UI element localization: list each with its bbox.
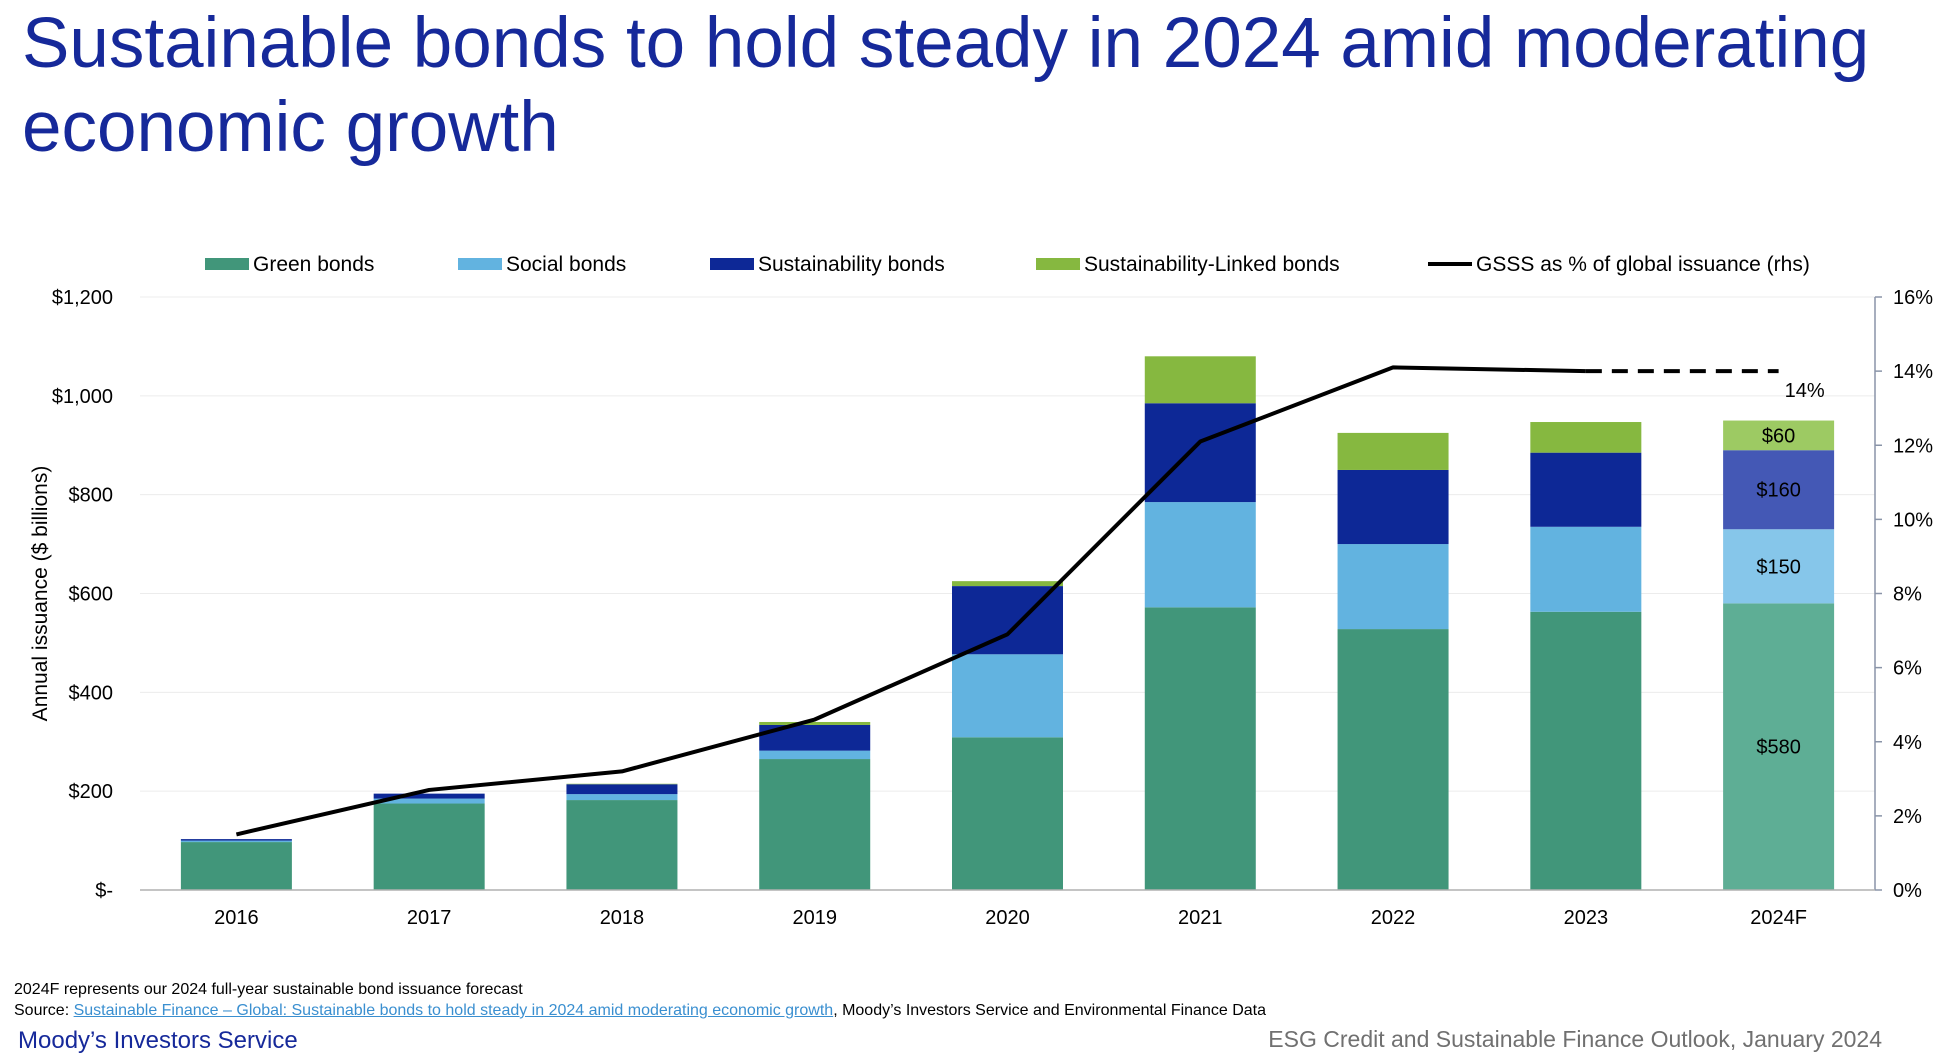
bar-2024F-3 [1723,420,1835,451]
x-tick-label: 2019 [792,907,837,929]
x-tick-label: 2021 [1178,907,1223,929]
y-right-tick-label: 14% [1893,361,1933,383]
bar-data-label: $580 [1756,737,1801,759]
bar-2024F-2 [1723,450,1835,530]
legend-label: Social bonds [506,253,626,276]
gsss-line [235,365,1779,837]
legend-label: Sustainability-Linked bonds [1084,253,1340,276]
bar-2024F-0 [1723,603,1835,890]
bar-2023-2 [1530,452,1642,527]
bar-2023-1 [1530,526,1642,612]
bar-2018-2 [566,784,678,795]
bar-2020-3 [952,581,1063,587]
page-title: Sustainable bonds to hold steady in 2024… [22,4,1870,167]
bar-2021-1 [1144,502,1256,608]
legend-label: Sustainability bonds [758,253,945,276]
bar-2021-0 [1144,607,1256,890]
data-labels: 14% $580 $150 $160 $60 [1756,380,1824,759]
y-right-tick-label: 0% [1893,880,1922,902]
bars [180,356,1835,890]
bar-2019-1 [759,750,871,760]
forecast-note: 2024F represents our 2024 full-year sust… [14,981,523,998]
bar-data-label: $150 [1756,556,1801,578]
y-left-tick-label: $200 [69,781,114,803]
bar-2021-2 [1144,403,1256,503]
legend-swatch [1036,258,1080,270]
x-tick-label: 2018 [600,907,645,929]
chart-legend: Green bonds Social bonds Sustainability bo… [205,253,1810,276]
bar-data-label: $60 [1762,425,1795,447]
bar-2022-3 [1337,432,1449,470]
report-title: ESG Credit and Sustainable Finance Outlo… [1268,1026,1882,1052]
legend-swatch [205,258,249,270]
x-tick-label: 2020 [985,907,1030,929]
legend-swatch [458,258,502,270]
bar-2022-2 [1337,469,1449,545]
bar-2016-2 [180,839,292,841]
x-tick-label: 2017 [407,907,452,929]
x-tick-label: 2022 [1371,907,1416,929]
x-tick-label: 2016 [214,907,259,929]
y-left-tick-label: $800 [69,485,114,507]
y-right-tick-label: 2% [1893,806,1922,828]
y-left-axis-title: Annual issuance ($ billions) [29,466,52,722]
source-link[interactable]: Sustainable Finance – Global: Sustainabl… [73,1002,834,1019]
y-right-tick-label: 16% [1893,287,1933,309]
bar-2022-1 [1337,544,1449,630]
y-left-tick-label: $- [95,880,113,902]
gsss-line-actual [235,365,1586,837]
bar-2023-0 [1530,611,1642,890]
legend-label: GSSS as % of global issuance (rhs) [1476,253,1810,276]
x-tick-label: 2023 [1564,907,1609,929]
bar-2017-1 [373,798,485,804]
line-data-label: 14% [1785,380,1825,402]
source-suffix: , Moody’s Investors Service and Environm… [833,1002,1266,1019]
y-left-tick-label: $600 [69,584,114,606]
y-right-tick-label: 12% [1893,435,1933,457]
bar-data-label: $160 [1756,480,1801,502]
bar-2023-3 [1530,422,1642,453]
legend-label: Green bonds [253,253,374,276]
y-left-tick-label: $1,000 [52,386,113,408]
y-left-tick-label: $400 [69,682,114,704]
source-prefix: Source: [14,1002,74,1019]
bar-2024F-1 [1723,529,1835,604]
x-tick-label: 2024F [1750,907,1807,929]
legend-swatch [710,258,754,270]
axes: $- $200 $400 $600 $800 $1,000 $1,200 0% 2% 4% 6% 8%… [29,287,1933,929]
y-right-tick-label: 4% [1893,732,1922,754]
y-right-tick-label: 6% [1893,658,1922,680]
bar-2018-0 [566,800,678,890]
bar-2017-2 [373,793,485,799]
bar-2016-0 [180,842,292,890]
bar-2019-3 [759,721,871,725]
bar-2017-0 [373,803,485,890]
source-line: Source: Sustainable Finance – Global: Su… [14,1001,1266,1021]
issuance-chart: Green bonds Social bonds Sustainability bo… [29,253,1933,929]
bar-2016-1 [180,840,292,843]
bar-2022-0 [1337,629,1449,890]
y-right-tick-label: 8% [1893,584,1922,606]
bar-2019-0 [759,759,871,890]
y-left-tick-label: $1,200 [52,287,113,309]
bar-2020-1 [952,654,1063,738]
bar-2018-1 [566,794,678,801]
y-right-tick-label: 10% [1893,509,1933,531]
brand-name: Moody’s Investors Service [18,1027,298,1054]
bar-2020-0 [952,737,1063,890]
bar-2021-3 [1144,356,1256,404]
